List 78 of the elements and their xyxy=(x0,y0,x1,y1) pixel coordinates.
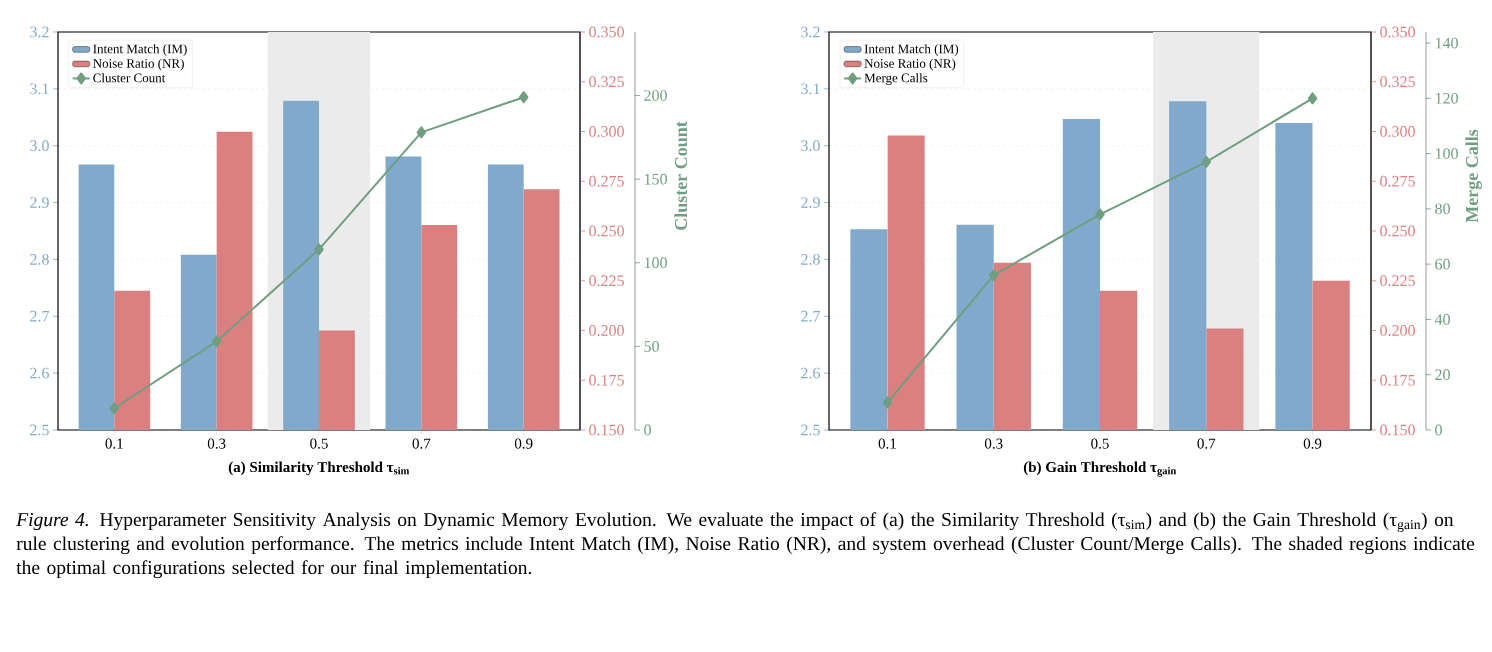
y3-tick-label: 80 xyxy=(1435,203,1450,215)
x-tick-label: 0.3 xyxy=(984,438,1003,449)
y2-tick-label: 0.175 xyxy=(589,374,624,386)
y-tick-label: 3.1 xyxy=(30,83,49,95)
x-tick-label: 0.7 xyxy=(1197,438,1216,449)
point xyxy=(518,91,529,104)
y2-tick-label: 0.300 xyxy=(589,126,624,137)
y2-tick-label: 0.325 xyxy=(589,76,624,88)
point xyxy=(314,243,324,256)
y-tick-label: 3.0 xyxy=(30,140,49,152)
text: Figure 4. Hyperparameter Sensitivity Analysis on Dynamic Memory Evolution. We evaluate the impact of (a) the Similarity Threshold (τ$_{sim}$) and (b) the Gain Threshold (τ$_{gain}$) on rule clustering and evolution performance. The metrics include Intent Match (IM), Noise Ratio (NR), and system overhead (Cluster Count/Merge Calls). The shaded regions indicate the optimal configurations selected for our final implementation. xyxy=(16,512,1475,579)
y2-tick-label: 0.275 xyxy=(1380,175,1415,187)
legend-label: Intent Match (IM) xyxy=(93,44,187,56)
y2-tick-label: 0.175 xyxy=(1380,374,1415,386)
legend-label: Cluster Count xyxy=(93,73,166,83)
y-tick-label: 3.2 xyxy=(30,26,49,38)
y-tick-label: 3.1 xyxy=(801,83,820,95)
y3-tick-label: 40 xyxy=(1434,314,1450,325)
y-tick-label: 2.6 xyxy=(30,367,49,379)
x-tick-label: 0.3 xyxy=(207,438,226,449)
x-tick-label: 0.5 xyxy=(1091,438,1109,449)
point xyxy=(416,126,427,139)
y-tick-label: 2.8 xyxy=(801,253,820,265)
y2-tick-label: 0.225 xyxy=(1380,275,1415,287)
y3-tick-label: 100 xyxy=(644,257,667,269)
point xyxy=(1095,208,1105,221)
y2-tick-label: 0.200 xyxy=(589,325,624,336)
x-tick-label: 0.5 xyxy=(310,438,328,449)
y-tick-label: 2.5 xyxy=(30,424,49,436)
y-tick-label: 2.9 xyxy=(30,197,49,208)
legend-label: Intent Match (IM) xyxy=(864,44,959,56)
x-tick-label: 0.1 xyxy=(105,438,123,449)
y2-tick-label: 0.150 xyxy=(589,424,624,436)
y2-tick-label: 0.275 xyxy=(589,175,624,187)
x-tick-label: 0.9 xyxy=(1303,438,1322,449)
y3-tick-label: 120 xyxy=(1435,92,1458,104)
legend-label: Merge Calls xyxy=(864,73,928,86)
y3-tick-label: 100 xyxy=(1435,148,1458,159)
y3-axis-title: Cluster Count xyxy=(674,121,688,230)
legend-label: Noise Ratio (NR) xyxy=(93,58,184,71)
y3-tick-label: 0 xyxy=(1435,424,1442,436)
x-axis-title: (b) Gain Threshold τ$_{gain}$ xyxy=(1023,461,1177,477)
y3-tick-label: 60 xyxy=(1435,258,1450,270)
y2-tick-label: 0.250 xyxy=(589,225,624,237)
y-tick-label: 2.7 xyxy=(801,310,821,322)
y2-tick-label: 0.150 xyxy=(1380,424,1415,436)
y3-tick-label: 20 xyxy=(1435,369,1450,381)
y3-tick-label: 140 xyxy=(1435,37,1458,49)
y2-tick-label: 0.300 xyxy=(1380,126,1415,137)
point xyxy=(109,402,120,415)
y-tick-label: 2.7 xyxy=(30,310,50,322)
x-tick-label: 0.7 xyxy=(412,438,431,449)
y3-tick-label: 50 xyxy=(644,340,659,352)
legend-label: Noise Ratio (NR) xyxy=(864,58,956,71)
y2-tick-label: 0.250 xyxy=(1380,225,1415,237)
y-tick-label: 3.0 xyxy=(801,140,820,152)
point xyxy=(988,269,999,282)
y-tick-label: 2.6 xyxy=(801,367,820,379)
x-tick-label: 0.9 xyxy=(514,438,533,449)
y3-tick-label: 200 xyxy=(644,90,667,101)
point xyxy=(882,396,893,409)
y2-tick-label: 0.225 xyxy=(589,275,624,287)
point xyxy=(211,335,222,348)
y3-tick-label: 150 xyxy=(644,173,667,185)
point xyxy=(1307,92,1318,105)
y-tick-label: 3.2 xyxy=(801,26,820,38)
y2-tick-label: 0.350 xyxy=(1380,26,1415,38)
y-tick-label: 2.5 xyxy=(801,424,820,436)
y-tick-label: 2.9 xyxy=(801,197,820,208)
y2-tick-label: 0.200 xyxy=(1380,325,1415,336)
y2-tick-label: 0.350 xyxy=(589,26,624,38)
y3-tick-label: 0 xyxy=(644,424,651,436)
x-axis-title: (a) Similarity Threshold τ$_{sim}$ xyxy=(228,461,410,476)
y-tick-label: 2.8 xyxy=(30,253,49,265)
x-tick-label: 0.1 xyxy=(878,438,896,449)
y3-axis-title: Merge Calls xyxy=(1465,129,1482,223)
y2-tick-label: 0.325 xyxy=(1380,76,1415,88)
point xyxy=(1201,155,1212,168)
